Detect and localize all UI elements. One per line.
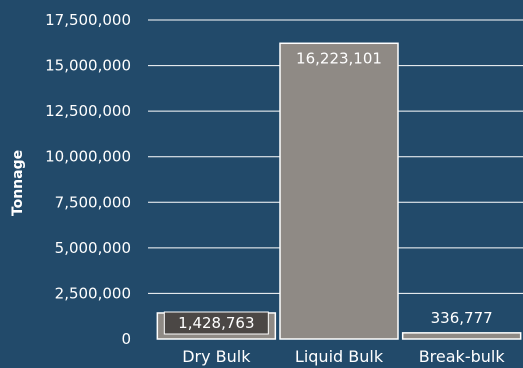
y-tick-label: 10,000,000 [45,148,131,166]
data-label: 1,428,763 [178,314,254,332]
y-tick-label: 7,500,000 [55,193,131,211]
data-label-box [284,47,394,70]
y-axis-label: Tonnage [10,150,26,216]
y-tick-label: 17,500,000 [45,11,131,29]
data-label-box [163,311,269,335]
y-tick-label: 5,000,000 [55,239,131,257]
data-label: 336,777 [431,309,493,327]
x-tick-label: Break-bulk [419,347,506,366]
y-tick-label: 0 [121,330,131,348]
y-tick-label: 2,500,000 [55,284,131,302]
y-tick-label: 15,000,000 [45,57,131,75]
x-tick-label: Liquid Bulk [295,347,384,366]
data-label: 16,223,101 [296,49,382,67]
x-tick-labels: Dry Bulk Liquid Bulk Break-bulk [182,347,505,366]
bar-liquid-bulk [279,42,399,340]
x-tick-label: Dry Bulk [182,347,251,366]
bars: 1,428,763 16,223,101 336,777 [156,42,522,340]
y-tick-labels: 0 2,500,000 5,000,000 7,500,000 10,000,000 12… [45,11,131,348]
bar-break-bulk [401,332,522,340]
y-tick-label: 12,500,000 [45,102,131,120]
